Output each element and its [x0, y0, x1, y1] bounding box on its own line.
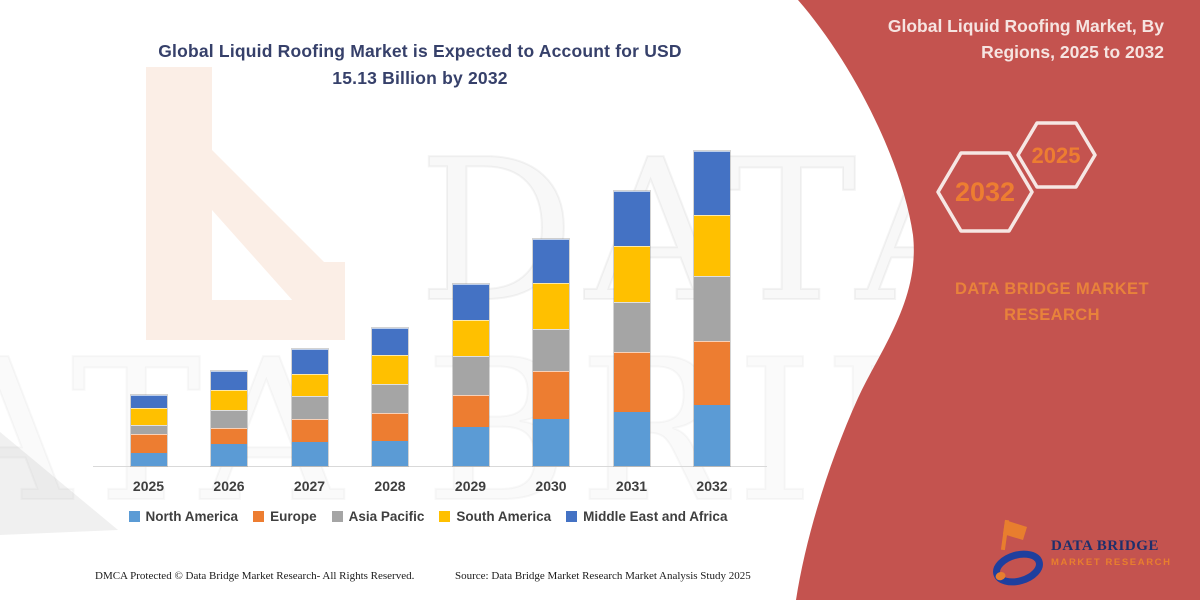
bar-segment-asia-pacific: [291, 395, 328, 419]
legend-swatch: [128, 511, 140, 522]
databridge-logo-icon: [993, 519, 1043, 586]
bar-segment-asia-pacific: [613, 302, 650, 352]
databridge-logo-text: DATA BRIDGE MARKET RESEARCH: [1051, 538, 1172, 568]
x-axis-label-2028: 2028: [374, 478, 406, 494]
bar-2027: [290, 347, 329, 468]
chart-legend: North America Europe Asia Pacific South Ame…: [90, 509, 766, 524]
side-panel-title-line2: Regions, 2025 to 2032: [981, 42, 1164, 63]
x-axis-label-2032: 2032: [696, 478, 728, 494]
bar-segment-south-america: [613, 246, 650, 303]
bar-segment-south-america: [694, 214, 730, 276]
bar-segment-asia-pacific: [694, 275, 730, 341]
bar-2029: [451, 282, 490, 468]
bar-segment-north-america: [130, 453, 167, 466]
legend-item-asia-pacific: Asia Pacific: [331, 509, 425, 524]
bar-segment-south-america: [211, 390, 247, 410]
bar-segment-europe: [533, 370, 569, 419]
bar-2026: [210, 369, 248, 468]
bar-segment-north-america: [613, 411, 650, 466]
side-panel-title-line1: Global Liquid Roofing Market, By: [887, 16, 1164, 36]
watermark-triangle: [0, 432, 118, 535]
dmca-copyright-text: DMCA Protected © Data Bridge Market Rese…: [95, 570, 415, 582]
chart-title: Global Liquid Roofing Market is Expected…: [120, 38, 720, 92]
bar-segment-south-america: [291, 374, 328, 396]
bar-segment-asia-pacific: [130, 425, 167, 435]
logo-name: DATA BRIDGE: [1051, 538, 1159, 554]
source-text: Source: Data Bridge Market Research Mark…: [455, 570, 751, 582]
chart-title-line1: Global Liquid Roofing Market is Expected…: [158, 41, 682, 61]
bar-segment-middle-east-and-africa: [291, 348, 328, 375]
bar-2030: [532, 237, 570, 468]
bar-2032: [693, 150, 731, 467]
brand-line1: DATA BRIDGE MARKET: [955, 280, 1149, 298]
brand-wordmark: DATA BRIDGE MARKET RESEARCH: [918, 277, 1186, 328]
legend-label: Middle East and Africa: [583, 509, 728, 524]
bar-segment-north-america: [533, 418, 569, 466]
red-curved-panel: [796, 0, 1200, 600]
bar-segment-south-america: [533, 283, 569, 330]
bar-segment-north-america: [291, 441, 328, 466]
bar-segment-asia-pacific: [533, 329, 569, 371]
x-axis-label-2025: 2025: [132, 478, 165, 494]
bar-segment-asia-pacific: [452, 355, 489, 395]
legend-label: Europe: [270, 509, 317, 524]
legend-label: North America: [145, 509, 239, 524]
legend-item-north-america: North America: [128, 509, 239, 524]
bar-segment-north-america: [452, 426, 489, 466]
legend-swatch: [253, 511, 265, 522]
legend-item-europe: Europe: [253, 509, 317, 524]
legend-item-south-america: South America: [439, 509, 551, 524]
bar-chart: 2025 2026 2027 2028 2029 2030 2031 2032: [93, 150, 767, 494]
bar-segment-middle-east-and-africa: [372, 328, 408, 355]
bar-segment-europe: [613, 351, 650, 412]
bar-segment-south-america: [452, 319, 489, 356]
bar-segment-south-america: [130, 408, 167, 426]
x-axis-label-2029: 2029: [454, 478, 487, 494]
x-axis-label-2031: 2031: [615, 478, 648, 494]
bar-segment-south-america: [372, 354, 408, 385]
x-axis-label-2027: 2027: [293, 478, 326, 494]
bar-segment-asia-pacific: [372, 384, 408, 413]
bar-segment-europe: [694, 340, 730, 406]
logo-subtitle: MARKET RESEARCH: [1051, 557, 1172, 568]
x-axis-label-2026: 2026: [213, 478, 245, 494]
legend-swatch: [331, 511, 343, 522]
bar-segment-europe: [211, 427, 247, 445]
hexagon-2025-label: 2025: [1032, 143, 1081, 168]
bar-segment-north-america: [211, 444, 247, 466]
legend-label: South America: [456, 509, 552, 524]
side-panel-title: Global Liquid Roofing Market, By Regions…: [844, 13, 1164, 66]
hexagon-2032: [936, 151, 1034, 233]
hexagon-2025: [1016, 121, 1097, 189]
bar-segment-middle-east-and-africa: [613, 191, 650, 247]
bar-2025: [129, 393, 168, 468]
bar-segment-north-america: [372, 441, 408, 466]
bar-segment-europe: [130, 434, 167, 454]
bar-segment-middle-east-and-africa: [694, 151, 730, 215]
bar-segment-middle-east-and-africa: [452, 283, 489, 320]
bar-segment-middle-east-and-africa: [130, 394, 167, 409]
legend-swatch: [566, 511, 578, 522]
bar-segment-middle-east-and-africa: [533, 238, 569, 284]
x-axis-label-2030: 2030: [535, 478, 567, 494]
bar-2031: [612, 190, 651, 467]
x-axis-line: [93, 466, 767, 467]
legend-label: Asia Pacific: [348, 509, 425, 524]
bar-segment-asia-pacific: [211, 409, 247, 428]
legend-swatch: [439, 511, 451, 522]
databridge-logo: DATA BRIDGE MARKET RESEARCH: [993, 518, 1172, 588]
brand-line2: RESEARCH: [1004, 305, 1100, 324]
bar-segment-europe: [291, 418, 328, 442]
hexagon-2032-label: 2032: [955, 177, 1015, 207]
legend-item-middle-east-and-africa: Middle East and Africa: [566, 509, 727, 524]
chart-title-line2: 15.13 Billion by 2032: [332, 68, 508, 89]
bar-segment-europe: [372, 412, 408, 442]
bar-segment-europe: [452, 394, 489, 427]
bar-2028: [371, 327, 409, 467]
bar-segment-north-america: [694, 405, 730, 466]
bar-segment-middle-east-and-africa: [211, 370, 247, 391]
